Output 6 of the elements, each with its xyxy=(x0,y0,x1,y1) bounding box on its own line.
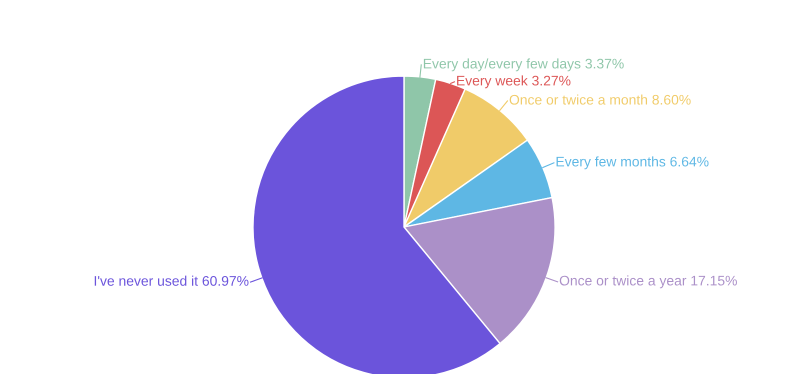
slice-label: Once or twice a month 8.60% xyxy=(510,94,691,105)
slice-label: Every few months 6.64% xyxy=(556,156,709,170)
slice-label: Once or twice a year 17.15% xyxy=(560,275,737,288)
slice-label: Every day/every few days 3.37% xyxy=(424,58,624,72)
slice-label: I've never used it 60.97% xyxy=(94,276,249,286)
slice-label: Every week 3.27% xyxy=(457,75,570,88)
